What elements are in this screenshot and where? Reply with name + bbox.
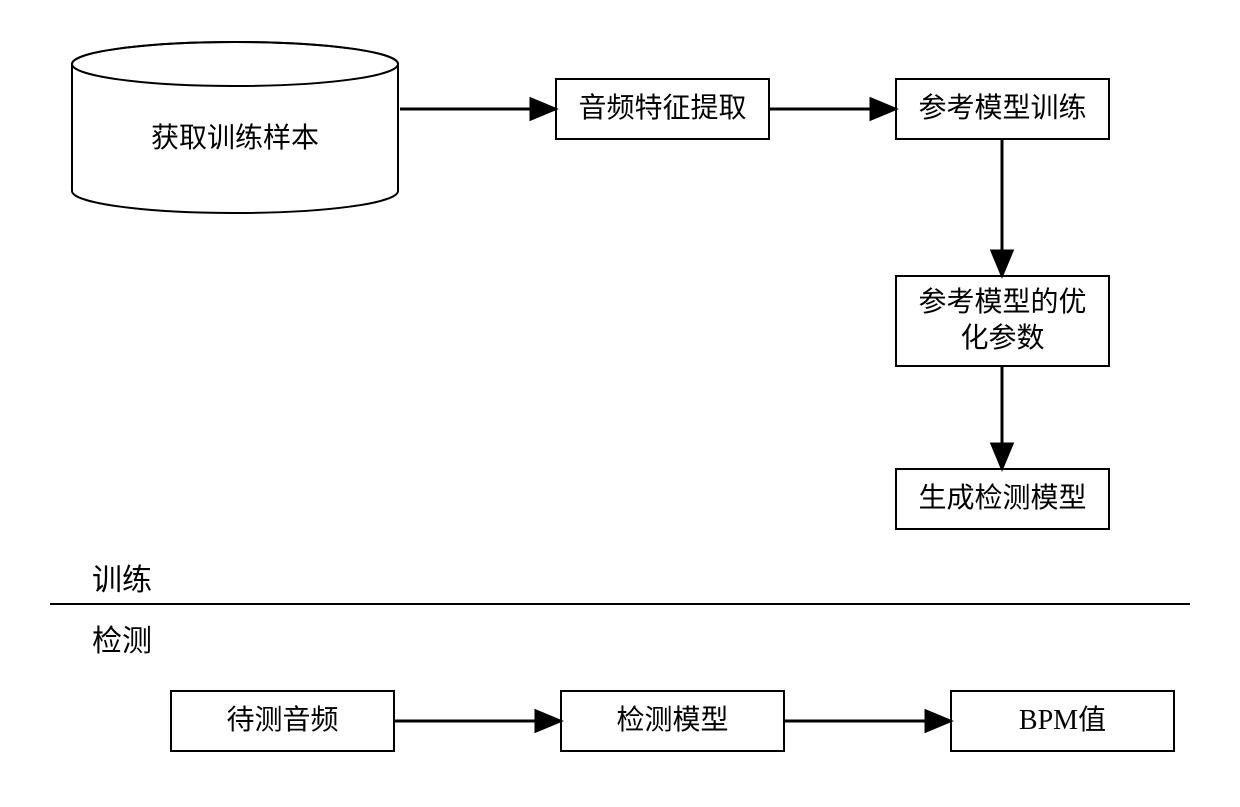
arrow-cyl1-to-box_a	[386, 95, 569, 123]
node-audio-to-test-label: 待测音频	[226, 703, 338, 739]
arrow-box_b-to-box_c	[988, 126, 1016, 289]
section-divider	[50, 603, 1190, 605]
node-optimize-params-label: 参考模型的优化参数	[905, 285, 1100, 358]
node-detection-model: 检测模型	[560, 690, 785, 752]
node-feature-extraction: 音频特征提取	[555, 78, 770, 140]
node-generate-detection-model-label: 生成检测模型	[918, 481, 1086, 517]
node-reference-model-training-label: 参考模型训练	[918, 91, 1086, 127]
node-detection-model-label: 检测模型	[616, 703, 728, 739]
section-label-train-text: 训练	[92, 564, 152, 597]
node-feature-extraction-label: 音频特征提取	[578, 91, 746, 127]
node-training-samples-label: 获取训练样本	[70, 116, 400, 156]
section-label-detect-text: 检测	[92, 625, 152, 658]
section-label-detect: 检测	[92, 616, 152, 660]
node-audio-to-test: 待测音频	[170, 690, 395, 752]
node-bpm-value: BPM值	[950, 690, 1175, 752]
arrow-box_f-to-box_g	[771, 707, 964, 735]
arrow-box_e-to-box_f	[381, 707, 574, 735]
arrow-box_c-to-box_d	[988, 353, 1016, 482]
node-training-samples: 获取训练样本	[70, 40, 400, 215]
section-label-train: 训练	[92, 555, 152, 599]
node-bpm-value-label: BPM值	[1019, 703, 1106, 739]
flowchart-canvas: 获取训练样本 音频特征提取 参考模型训练 参考模型的优化参数 生成检测模型 待测…	[0, 0, 1240, 807]
arrow-box_a-to-box_b	[756, 95, 909, 123]
